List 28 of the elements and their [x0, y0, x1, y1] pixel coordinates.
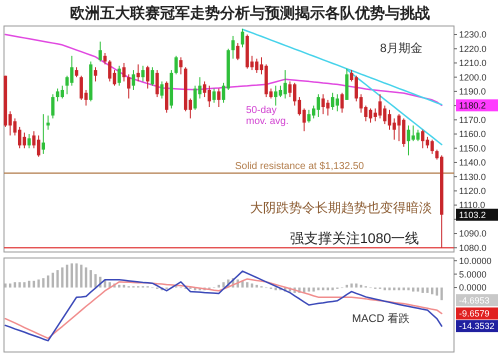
y-tick-label: 1150.0: [459, 143, 486, 154]
chart-title: 欧洲五大联赛冠军走势分析与预测揭示各队优势与挑战: [70, 4, 430, 22]
y-tick-label: 0.0000: [459, 282, 487, 293]
y-tick-label: 10.0000: [459, 256, 492, 266]
y-tick-label: 1090.0: [459, 228, 487, 239]
text: -9.6579: [459, 308, 490, 319]
y-tick-label: 1220.0: [459, 44, 487, 54]
y-tick-label: 5.0000: [459, 269, 487, 280]
annotation: 大阴跌势令长期趋势也变得暗淡: [250, 200, 432, 215]
y-tick-label: 1110.0: [459, 200, 486, 210]
text: 1103.2: [459, 210, 486, 220]
y-tick-label: 1170.0: [459, 114, 486, 125]
y-tick-label: 1120.0: [459, 186, 486, 196]
annotation: 50-day mov. avg.: [246, 105, 289, 127]
annotation: 8月期金: [380, 41, 423, 55]
y-tick-label: 1210.0: [459, 58, 487, 68]
annotation: 强支撑关注1080一线: [290, 230, 420, 246]
ref-line-label: Solid resistance at $1,132.50: [235, 161, 364, 172]
y-tick-label: 1160.0: [459, 129, 486, 140]
text: -14.3532: [459, 321, 495, 332]
y-tick-label: 1080.0: [459, 242, 487, 253]
y-tick-label: 1230.0: [459, 30, 487, 40]
y-tick-label: 1130.0: [459, 172, 486, 182]
y-tick-label: 1140.0: [459, 158, 486, 168]
annotation: MACD 看跌: [352, 312, 410, 325]
y-tick-label: 1200.0: [459, 72, 487, 82]
y-tick-label: 1190.0: [459, 86, 486, 97]
text: 1180.2: [459, 100, 486, 110]
